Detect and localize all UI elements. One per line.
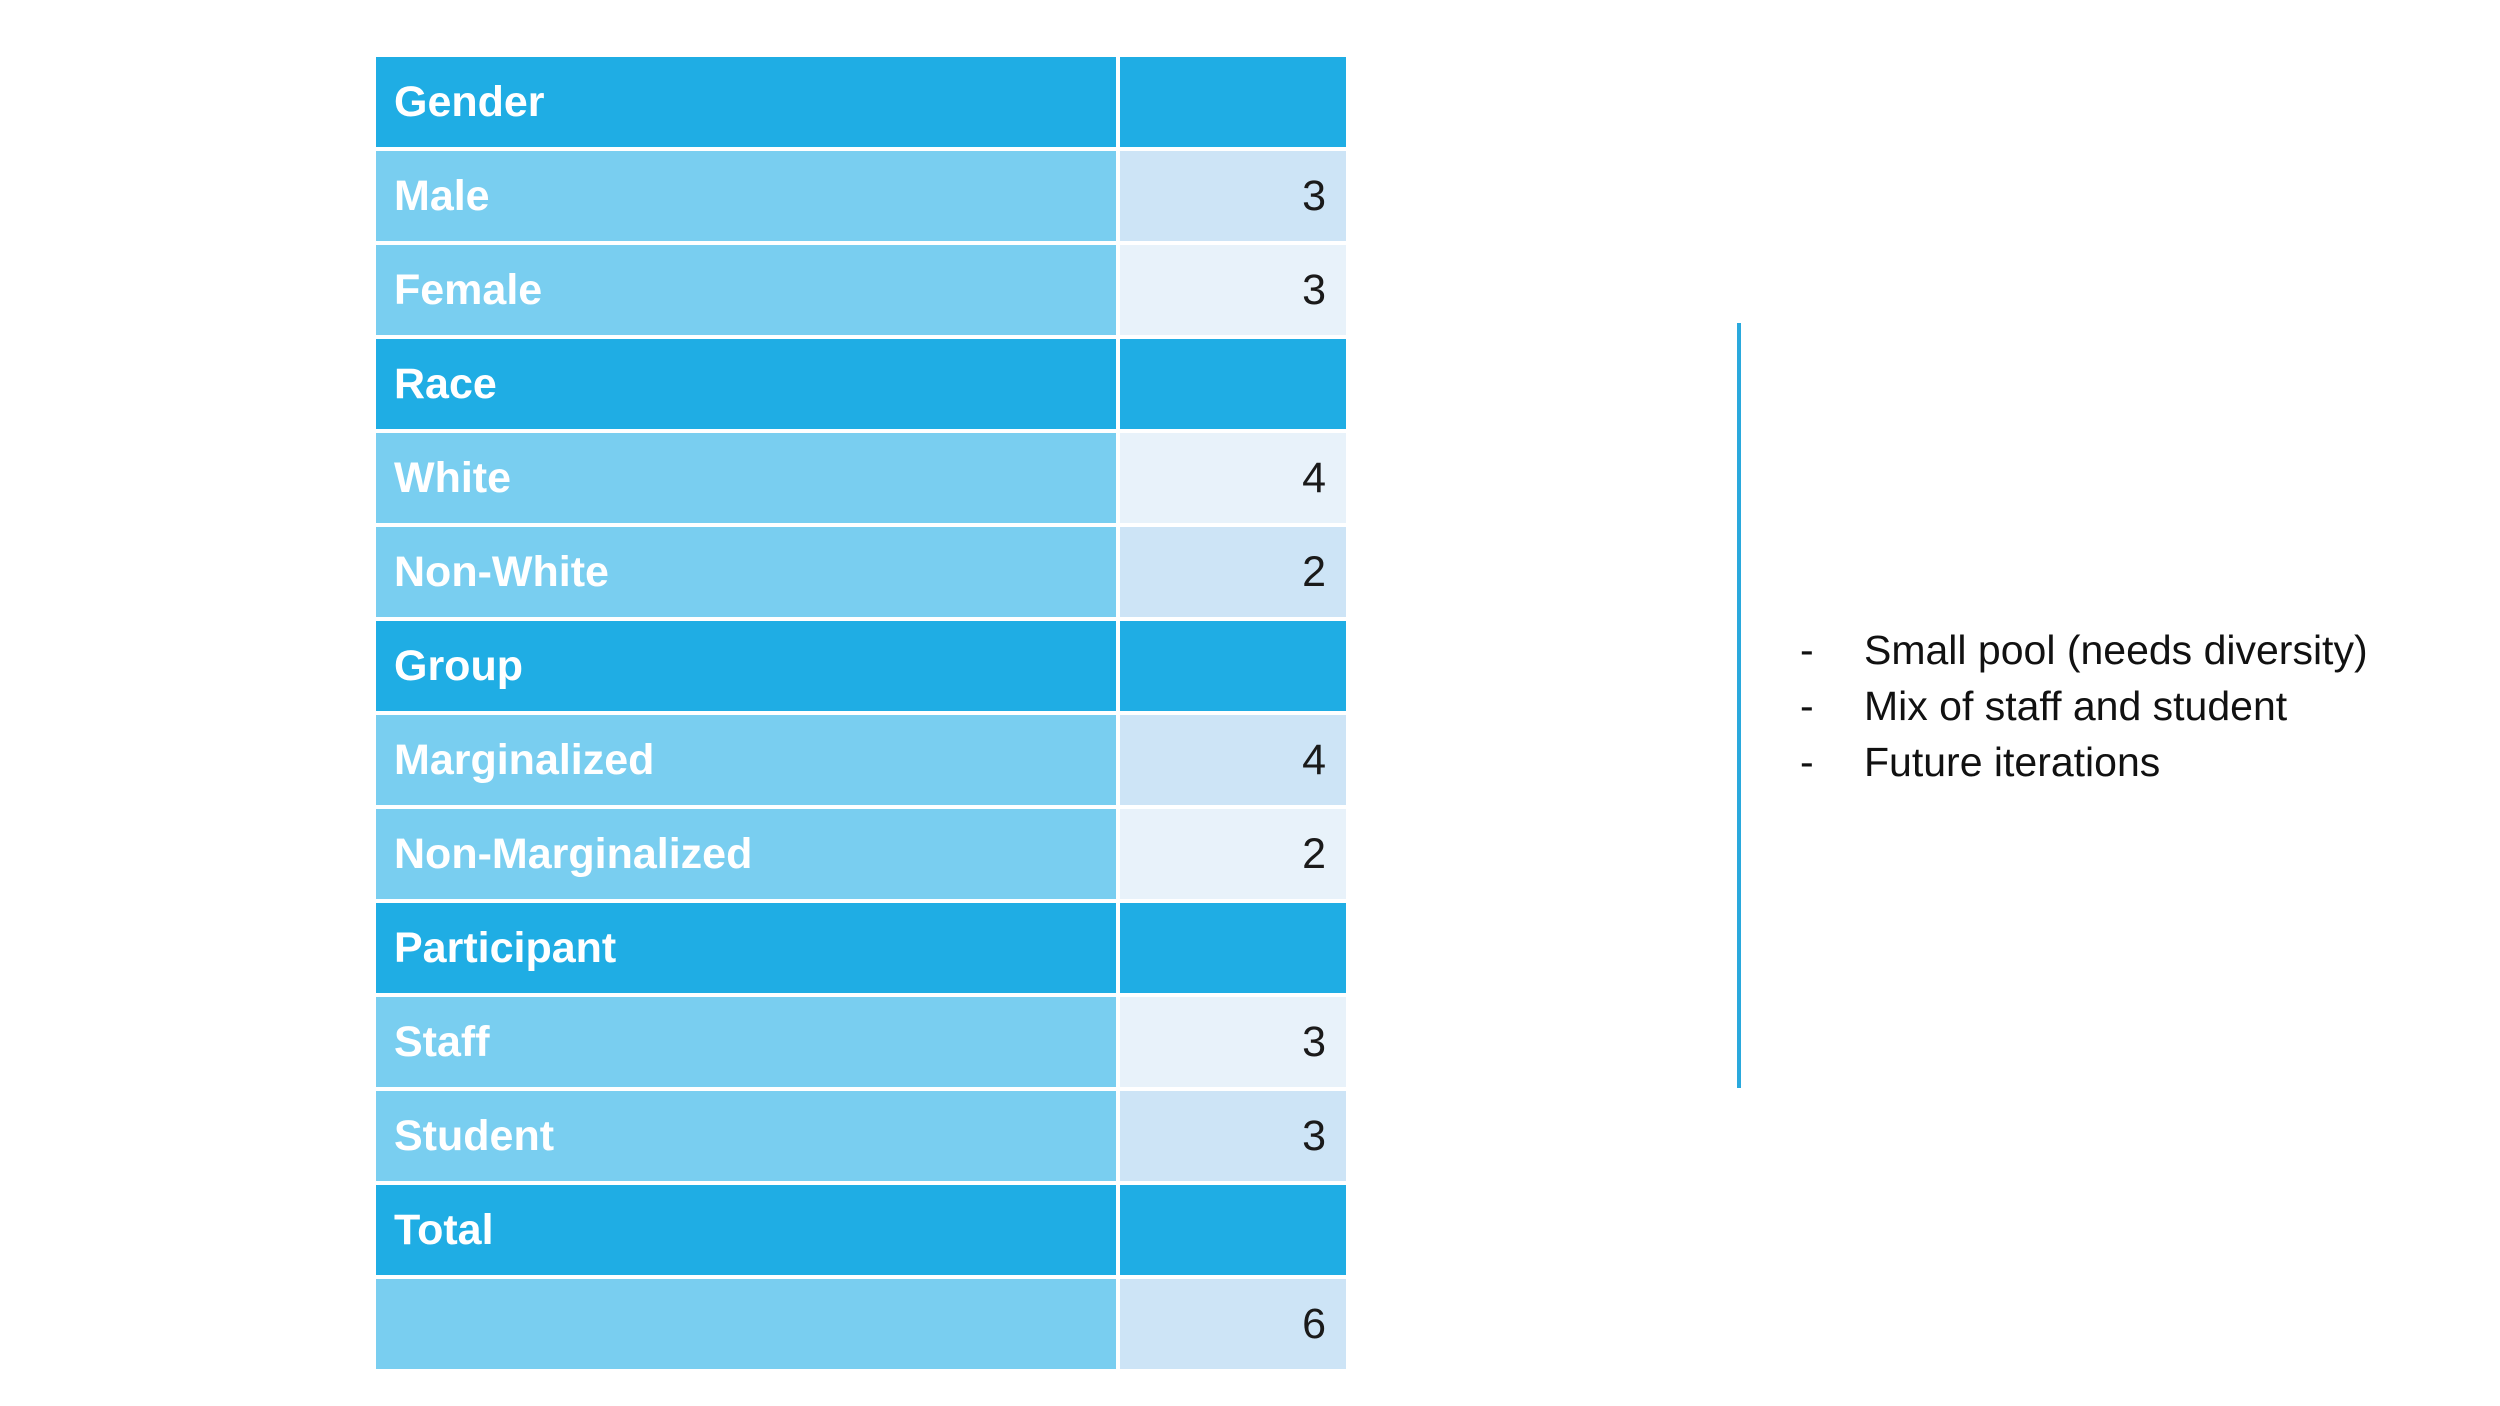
note-bullet: - bbox=[1800, 683, 1814, 729]
row-value: 3 bbox=[1120, 1091, 1346, 1185]
row-label: Total bbox=[376, 1185, 1121, 1279]
row-label: Female bbox=[376, 245, 1121, 339]
vertical-divider bbox=[1737, 323, 1741, 1088]
table-row: Non-Marginalized 2 bbox=[376, 809, 1346, 903]
table-section-header: Race bbox=[376, 339, 1346, 433]
note-text: Mix of staff and student bbox=[1864, 683, 2288, 729]
row-value bbox=[1120, 57, 1346, 151]
row-value: 3 bbox=[1120, 245, 1346, 339]
note-bullet: - bbox=[1800, 627, 1814, 673]
note-bullet: - bbox=[1800, 739, 1814, 785]
row-label: White bbox=[376, 433, 1121, 527]
row-value: 4 bbox=[1120, 715, 1346, 809]
note-text: Small pool (needs diversity) bbox=[1864, 627, 2368, 673]
table-row: Marginalized 4 bbox=[376, 715, 1346, 809]
row-label: Marginalized bbox=[376, 715, 1121, 809]
row-label bbox=[376, 1279, 1121, 1373]
table-section-header: Total bbox=[376, 1185, 1346, 1279]
table-row: Female 3 bbox=[376, 245, 1346, 339]
note-item: - Small pool (needs diversity) bbox=[1800, 622, 2368, 678]
notes-list: - Small pool (needs diversity) - Mix of st… bbox=[1800, 622, 2368, 790]
row-value bbox=[1120, 1185, 1346, 1279]
table-section-header: Group bbox=[376, 621, 1346, 715]
table-section-header: Gender bbox=[376, 57, 1346, 151]
row-value: 4 bbox=[1120, 433, 1346, 527]
row-label: Student bbox=[376, 1091, 1121, 1185]
table-row: 6 bbox=[376, 1279, 1346, 1373]
row-label: Staff bbox=[376, 997, 1121, 1091]
note-item: - Future iterations bbox=[1800, 734, 2368, 790]
row-label: Race bbox=[376, 339, 1121, 433]
table-row: White 4 bbox=[376, 433, 1346, 527]
row-value: 2 bbox=[1120, 527, 1346, 621]
table-row: Non-White 2 bbox=[376, 527, 1346, 621]
row-value bbox=[1120, 339, 1346, 433]
row-value bbox=[1120, 621, 1346, 715]
row-label: Non-White bbox=[376, 527, 1121, 621]
demographics-table: Gender Male 3 Female 3 Race White 4 Non-White 2 Gr… bbox=[376, 57, 1346, 1373]
note-text: Future iterations bbox=[1864, 739, 2161, 785]
row-value bbox=[1120, 903, 1346, 997]
row-label: Gender bbox=[376, 57, 1121, 151]
row-value: 3 bbox=[1120, 997, 1346, 1091]
row-label: Group bbox=[376, 621, 1121, 715]
row-label: Participant bbox=[376, 903, 1121, 997]
row-value: 3 bbox=[1120, 151, 1346, 245]
row-value: 6 bbox=[1120, 1279, 1346, 1373]
table-row: Staff 3 bbox=[376, 997, 1346, 1091]
row-label: Non-Marginalized bbox=[376, 809, 1121, 903]
table-row: Student 3 bbox=[376, 1091, 1346, 1185]
table-row: Male 3 bbox=[376, 151, 1346, 245]
note-item: - Mix of staff and student bbox=[1800, 678, 2368, 734]
row-label: Male bbox=[376, 151, 1121, 245]
table-section-header: Participant bbox=[376, 903, 1346, 997]
row-value: 2 bbox=[1120, 809, 1346, 903]
